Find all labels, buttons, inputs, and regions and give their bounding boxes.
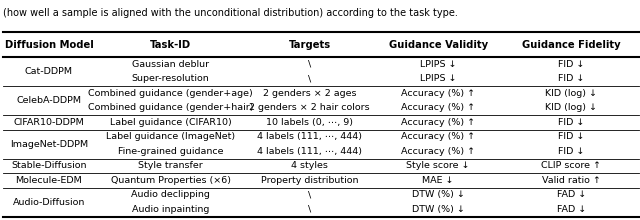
Text: Quantum Properties (×6): Quantum Properties (×6) [111,176,230,185]
Text: 2 genders × 2 hair colors: 2 genders × 2 hair colors [249,103,370,112]
Text: KID (log) ↓: KID (log) ↓ [545,103,597,112]
Text: 4 labels (111, ⋯, 444): 4 labels (111, ⋯, 444) [257,132,362,141]
Text: Audio declipping: Audio declipping [131,191,210,200]
Text: Valid ratio ↑: Valid ratio ↑ [542,176,600,185]
Text: FID ↓: FID ↓ [558,132,584,141]
Text: Label guidance (ImageNet): Label guidance (ImageNet) [106,132,235,141]
Text: Task-ID: Task-ID [150,40,191,50]
Text: Accuracy (%) ↑: Accuracy (%) ↑ [401,132,475,141]
Text: KID (log) ↓: KID (log) ↓ [545,89,597,98]
Text: Guidance Validity: Guidance Validity [388,40,488,50]
Text: FID ↓: FID ↓ [558,60,584,69]
Text: CIFAR10-DDPM: CIFAR10-DDPM [13,118,84,127]
Text: LPIPS ↓: LPIPS ↓ [420,74,456,83]
Text: Fine-grained guidance: Fine-grained guidance [118,147,223,156]
Text: Gaussian deblur: Gaussian deblur [132,60,209,69]
Text: CelebA-DDPM: CelebA-DDPM [17,96,81,105]
Text: DTW (%) ↓: DTW (%) ↓ [412,205,465,214]
Text: (how well a sample is aligned with the unconditional distribution) according to : (how well a sample is aligned with the u… [3,8,458,18]
Text: FID ↓: FID ↓ [558,118,584,127]
Text: FID ↓: FID ↓ [558,147,584,156]
Text: FAD ↓: FAD ↓ [557,191,586,200]
Text: Style score ↓: Style score ↓ [406,161,470,170]
Text: Property distribution: Property distribution [260,176,358,185]
Text: \: \ [308,191,311,200]
Text: Style transfer: Style transfer [138,161,203,170]
Text: Molecule-EDM: Molecule-EDM [15,176,83,185]
Text: CLIP score ↑: CLIP score ↑ [541,161,601,170]
Text: Audio-Diffusion: Audio-Diffusion [13,198,85,207]
Text: Combined guidance (gender+age): Combined guidance (gender+age) [88,89,253,98]
Text: \: \ [308,205,311,214]
Text: Guidance Fidelity: Guidance Fidelity [522,40,621,50]
Text: Stable-Diffusion: Stable-Diffusion [12,161,86,170]
Text: 4 labels (111, ⋯, 444): 4 labels (111, ⋯, 444) [257,147,362,156]
Text: Super-resolution: Super-resolution [132,74,209,83]
Text: 10 labels (0, ⋯, 9): 10 labels (0, ⋯, 9) [266,118,353,127]
Text: 4 styles: 4 styles [291,161,328,170]
Text: Combined guidance (gender+hair): Combined guidance (gender+hair) [88,103,253,112]
Text: ImageNet-DDPM: ImageNet-DDPM [10,140,88,149]
Text: Diffusion Model: Diffusion Model [4,40,93,50]
Text: DTW (%) ↓: DTW (%) ↓ [412,191,465,200]
Text: \: \ [308,60,311,69]
Text: LPIPS ↓: LPIPS ↓ [420,60,456,69]
Text: Audio inpainting: Audio inpainting [132,205,209,214]
Text: Cat-DDPM: Cat-DDPM [25,67,73,76]
Text: \: \ [308,74,311,83]
Text: Accuracy (%) ↑: Accuracy (%) ↑ [401,103,475,112]
Text: Accuracy (%) ↑: Accuracy (%) ↑ [401,147,475,156]
Text: MAE ↓: MAE ↓ [422,176,454,185]
Text: FID ↓: FID ↓ [558,74,584,83]
Text: 2 genders × 2 ages: 2 genders × 2 ages [262,89,356,98]
Text: Label guidance (CIFAR10): Label guidance (CIFAR10) [109,118,232,127]
Text: Accuracy (%) ↑: Accuracy (%) ↑ [401,89,475,98]
Text: FAD ↓: FAD ↓ [557,205,586,214]
Text: Targets: Targets [289,40,330,50]
Text: Accuracy (%) ↑: Accuracy (%) ↑ [401,118,475,127]
